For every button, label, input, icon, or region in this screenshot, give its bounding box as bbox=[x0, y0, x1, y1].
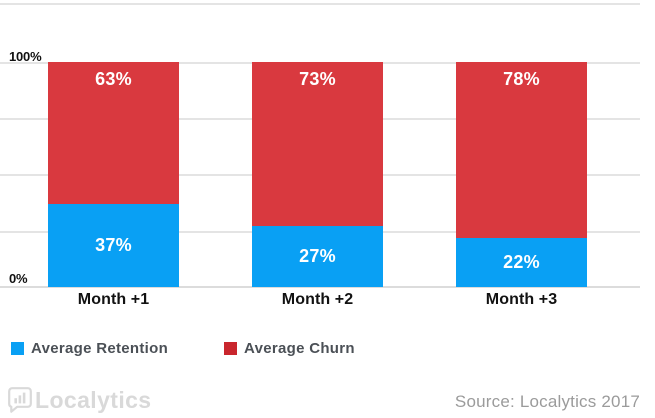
category-label: Month +2 bbox=[281, 291, 354, 308]
retention-swatch-icon bbox=[11, 341, 24, 355]
retention-segment: 27% bbox=[252, 226, 383, 287]
legend: Average Retention Average Churn bbox=[0, 340, 655, 358]
localytics-logo: Localytics bbox=[8, 387, 152, 413]
bar-stack: 78% 22% bbox=[456, 62, 587, 287]
legend-label-churn: Average Churn bbox=[244, 339, 355, 357]
y-axis-label-0: 0% bbox=[9, 271, 28, 286]
y-axis-label-100: 100% bbox=[9, 49, 42, 64]
source-attribution: Source: Localytics 2017 bbox=[454, 392, 640, 411]
bar-group-month-3: 78% 22% Month +3 bbox=[456, 62, 587, 308]
logo-wordmark: Localytics bbox=[35, 387, 152, 413]
plot-area: 100% 0% 63% 37% Month +1 73% 27% bbox=[0, 3, 640, 308]
bar-group-month-1: 63% 37% Month +1 bbox=[48, 62, 179, 308]
gridline bbox=[0, 3, 640, 5]
legend-item-retention: Average Retention bbox=[11, 339, 169, 357]
churn-value-label: 73% bbox=[299, 69, 336, 89]
churn-value-label: 63% bbox=[95, 69, 132, 89]
category-label: Month +1 bbox=[77, 291, 150, 308]
retention-value-label: 27% bbox=[299, 246, 336, 267]
churn-segment: 63% bbox=[48, 62, 179, 204]
churn-value-label: 78% bbox=[503, 69, 540, 89]
bar-group-month-2: 73% 27% Month +2 bbox=[252, 62, 383, 308]
churn-swatch-icon bbox=[224, 341, 237, 355]
x-axis-baseline bbox=[0, 286, 640, 288]
legend-label-retention: Average Retention bbox=[31, 339, 169, 357]
churn-segment: 73% bbox=[252, 62, 383, 227]
bar-stack: 73% 27% bbox=[252, 62, 383, 287]
footer: Localytics Source: Localytics 2017 bbox=[0, 384, 655, 418]
churn-segment: 78% bbox=[456, 62, 587, 238]
bar-stack: 63% 37% bbox=[48, 62, 179, 287]
retention-value-label: 22% bbox=[503, 251, 540, 272]
legend-item-churn: Average Churn bbox=[224, 339, 355, 357]
retention-segment: 37% bbox=[48, 203, 179, 287]
category-label: Month +3 bbox=[485, 291, 558, 308]
retention-segment: 22% bbox=[456, 237, 587, 287]
retention-value-label: 37% bbox=[95, 234, 132, 255]
bar-chart-speech-bubble-icon bbox=[8, 387, 32, 413]
